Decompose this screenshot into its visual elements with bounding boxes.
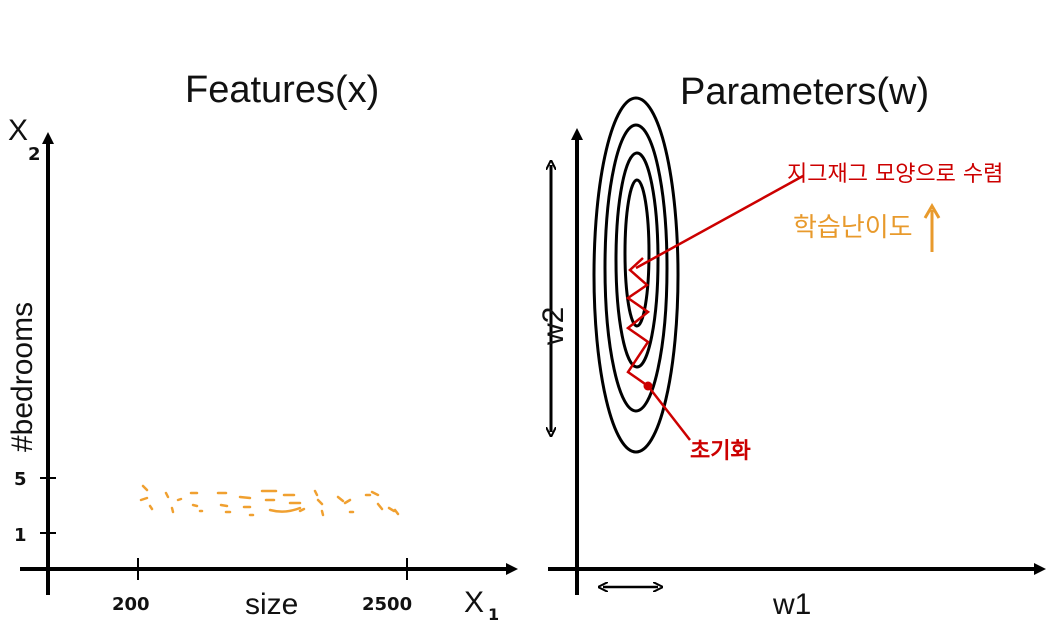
data-point bbox=[387, 506, 400, 516]
left-x-axis-subscript: 1 bbox=[488, 605, 499, 624]
data-point bbox=[189, 491, 204, 513]
contour-ellipse bbox=[623, 178, 651, 328]
left-panel: Features(x) X 2 #bedrooms 5 1 200 2500 s… bbox=[6, 69, 518, 624]
right-panel: Parameters(w) w2 w1 지그재그 모양으로 수렴 초기화 학습난… bbox=[537, 71, 1046, 621]
right-y-axis-label: w2 bbox=[537, 307, 570, 346]
data-point bbox=[164, 491, 183, 514]
left-y-tick-label-5: 5 bbox=[14, 469, 27, 490]
right-title: Parameters(w) bbox=[680, 71, 929, 113]
left-y-axis-symbol: X bbox=[8, 114, 28, 147]
zigzag-annotation: 지그재그 모양으로 수렴 bbox=[787, 162, 1003, 187]
left-y-axis-label: #bedrooms bbox=[6, 302, 39, 452]
data-point bbox=[364, 490, 384, 511]
data-point bbox=[336, 495, 355, 514]
data-point bbox=[313, 489, 325, 517]
data-point bbox=[139, 484, 154, 511]
left-x-tick-label-2500: 2500 bbox=[362, 594, 412, 615]
left-x-tick-label-200: 200 bbox=[112, 594, 150, 615]
data-point bbox=[216, 491, 232, 514]
left-y-tick-label-1: 1 bbox=[14, 525, 27, 546]
difficulty-up-arrow-head bbox=[923, 203, 941, 219]
zigzag-callout-line bbox=[635, 174, 804, 270]
left-x-axis-label: size bbox=[245, 588, 298, 621]
right-x-axis-label: w1 bbox=[772, 588, 811, 621]
init-annotation: 초기화 bbox=[690, 439, 751, 464]
left-y-axis-subscript: 2 bbox=[28, 144, 41, 165]
data-point bbox=[260, 489, 302, 513]
difficulty-annotation: 학습난이도 bbox=[793, 213, 913, 243]
contour-ellipse bbox=[592, 96, 680, 454]
loss-contours bbox=[592, 96, 680, 454]
data-point bbox=[238, 495, 255, 517]
contour-ellipse bbox=[603, 123, 669, 413]
data-point bbox=[282, 493, 306, 513]
zigzag-path bbox=[625, 257, 651, 388]
contour-ellipse bbox=[614, 151, 660, 369]
init-callout-line bbox=[647, 385, 691, 441]
left-x-axis-symbol: X bbox=[464, 586, 484, 619]
left-title: Features(x) bbox=[185, 69, 379, 111]
data-points bbox=[139, 484, 400, 517]
